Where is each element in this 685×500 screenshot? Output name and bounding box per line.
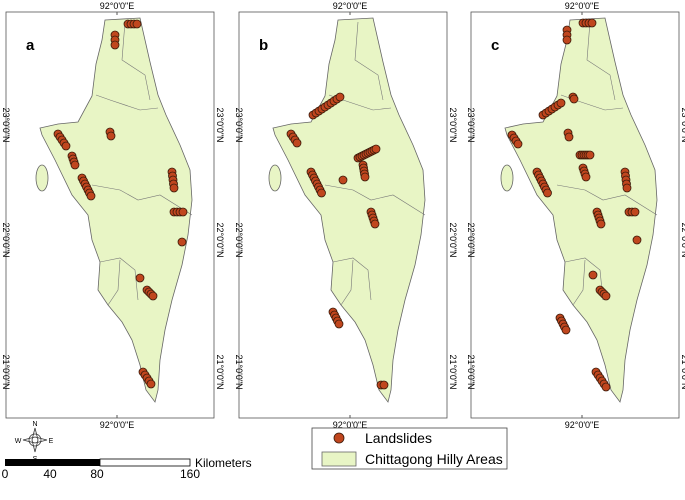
scale-unit: Kilometers	[195, 456, 252, 470]
compass-n: N	[32, 421, 37, 428]
legend-symbol	[333, 432, 345, 444]
scale-label: 40	[43, 467, 57, 481]
landslide-point	[379, 380, 389, 390]
top-coordinate: 92°0'0"E	[565, 1, 600, 11]
right-coordinate: 21°0'0"N	[680, 354, 685, 389]
bottom-coordinate: 92°0'0"E	[333, 420, 368, 430]
landslide-point	[146, 379, 156, 389]
landslide-point	[630, 207, 640, 217]
landslide-point	[561, 325, 571, 335]
bottom-coordinate: 92°0'0"E	[100, 420, 135, 430]
landslide-point	[360, 172, 370, 182]
compass: N S E W	[15, 421, 54, 463]
left-coordinate: 23°0'0"N	[466, 107, 476, 142]
map-panel: c 92°0'0"E 92°0'0"E 23°0'0"N 23°0'0"N 22°0'0"…	[466, 1, 685, 430]
landslide-point	[317, 188, 326, 198]
scale-label: 0	[2, 467, 9, 481]
right-coordinate: 22°0'0"N	[448, 222, 458, 257]
landslide-point	[564, 132, 574, 142]
landslide-point	[556, 98, 566, 108]
left-coordinate: 22°0'0"N	[1, 222, 11, 257]
landslide-point	[587, 18, 597, 28]
compass-w: W	[15, 438, 22, 445]
landslide-point	[70, 160, 80, 170]
compass-rose	[22, 427, 48, 453]
landslide-point	[61, 141, 71, 151]
landslide-point	[169, 183, 179, 193]
scale-segment	[99, 458, 191, 467]
scale-label: 80	[90, 467, 104, 481]
left-coordinate: 21°0'0"N	[1, 354, 11, 389]
landslide-point	[581, 172, 591, 182]
landslide-point	[562, 35, 572, 45]
landslide-point	[132, 19, 142, 29]
panel-label: b	[259, 37, 268, 54]
top-coordinate: 92°0'0"E	[333, 1, 368, 11]
right-coordinate: 23°0'0"N	[448, 107, 458, 142]
landslide-point	[632, 235, 642, 245]
right-coordinate: 21°0'0"N	[215, 354, 225, 389]
left-coordinate: 21°0'0"N	[466, 354, 476, 389]
landslide-point	[569, 94, 579, 104]
landslide-point	[334, 319, 344, 329]
right-coordinate: 21°0'0"N	[448, 354, 458, 389]
landslide-point	[601, 382, 611, 392]
landslide-point	[106, 131, 116, 141]
scale-label: 160	[180, 467, 200, 481]
map-panel: b 92°0'0"E 92°0'0"E 23°0'0"N 23°0'0"N 22°0'0"…	[234, 1, 458, 430]
landslide-point	[148, 291, 158, 301]
landslide-point	[371, 144, 381, 154]
landslide-point	[86, 191, 96, 201]
left-coordinate: 22°0'0"N	[466, 222, 476, 257]
right-coordinate: 23°0'0"N	[680, 107, 685, 142]
right-coordinate: 23°0'0"N	[215, 107, 225, 142]
legend-symbol	[321, 451, 357, 467]
panel-label: a	[26, 37, 35, 54]
legend-label: Landslides	[365, 430, 432, 446]
landslide-point	[335, 92, 345, 102]
left-coordinate: 23°0'0"N	[1, 107, 11, 142]
left-coordinate: 22°0'0"N	[234, 222, 244, 257]
landslide-point	[110, 40, 120, 50]
landslide-point	[370, 219, 380, 229]
scale-segment	[5, 459, 100, 466]
left-coordinate: 21°0'0"N	[234, 354, 244, 389]
right-coordinate: 22°0'0"N	[680, 222, 685, 257]
landslide-point	[177, 237, 187, 247]
left-coordinate: 23°0'0"N	[234, 107, 244, 142]
landslide-point	[543, 188, 552, 198]
panel-label: c	[491, 37, 499, 54]
map-panel: a 92°0'0"E 92°0'0"E 23°0'0"N 23°0'0"N 22°0'0"…	[1, 1, 225, 430]
landslide-point	[178, 207, 188, 217]
legend-label: Chittagong Hilly Areas	[365, 451, 503, 467]
landslide-point	[622, 183, 632, 193]
landslide-point	[135, 273, 145, 283]
landslide-point	[585, 150, 595, 160]
landslide-point	[292, 138, 302, 148]
compass-ring	[28, 433, 42, 447]
landslide-point	[601, 291, 611, 301]
landslide-point	[596, 219, 606, 229]
landslide-point	[588, 270, 598, 280]
legend: Landslides Chittagong Hilly Areas	[311, 427, 508, 470]
scale-bar: 0 40 80 160 Kilometers	[2, 456, 252, 481]
landslide-point	[338, 175, 348, 185]
top-coordinate: 92°0'0"E	[100, 1, 135, 11]
bottom-coordinate: 92°0'0"E	[565, 420, 600, 430]
right-coordinate: 22°0'0"N	[215, 222, 225, 257]
landslide-point	[513, 139, 523, 149]
compass-e: E	[49, 438, 54, 445]
